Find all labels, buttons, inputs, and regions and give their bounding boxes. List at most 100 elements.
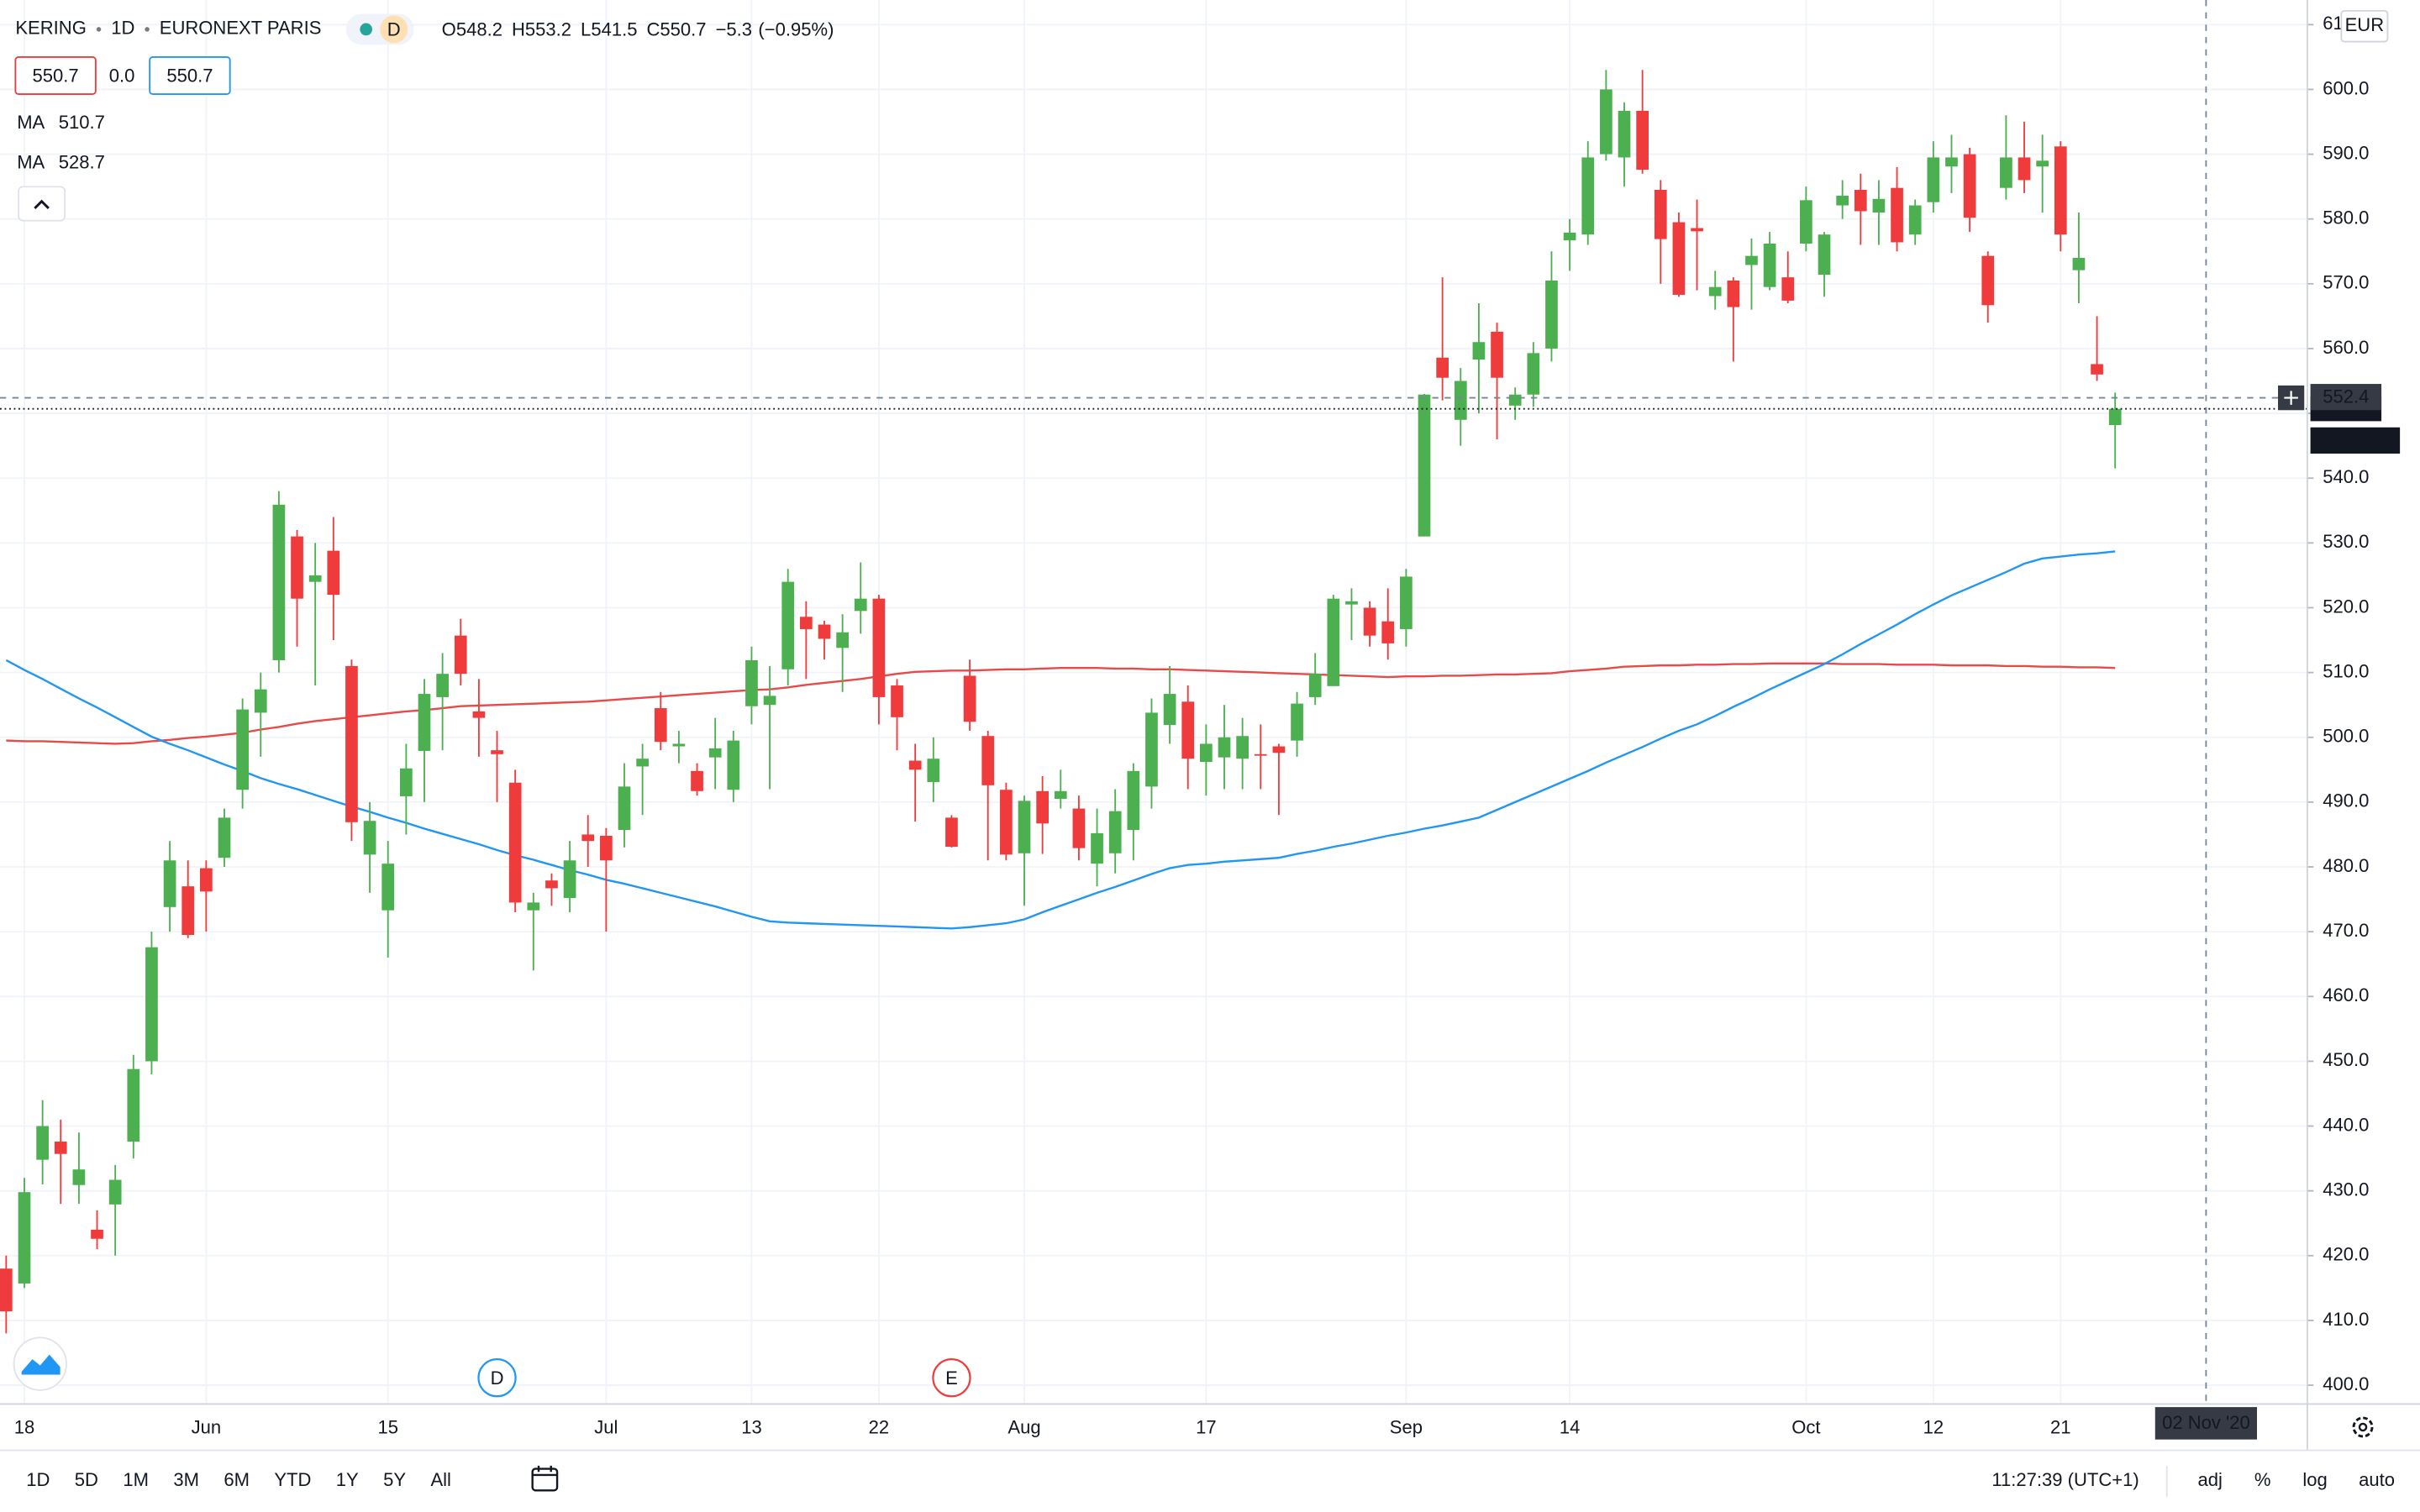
- y-tick-label: 530.0: [2323, 531, 2369, 552]
- candle-body: [418, 694, 431, 751]
- ohlc-value: 548.2: [456, 19, 502, 40]
- candle-body: [1672, 222, 1686, 295]
- x-tick-label: 17: [1196, 1417, 1217, 1438]
- candle-body: [436, 674, 449, 697]
- candle-body: [1018, 801, 1031, 853]
- change: −5.3: [716, 19, 753, 40]
- toggle[interactable]: %: [2254, 1469, 2271, 1490]
- candle-body: [1072, 808, 1086, 848]
- event-label: E: [945, 1368, 958, 1389]
- toggle[interactable]: log: [2302, 1469, 2327, 1490]
- y-tick-label: 540.0: [2323, 466, 2369, 487]
- x-tick-label: Aug: [1007, 1417, 1040, 1438]
- candle-body: [236, 709, 249, 790]
- range-button[interactable]: 5D: [75, 1469, 98, 1490]
- candle-body: [654, 708, 667, 743]
- y-tick-label: 570.0: [2323, 272, 2369, 293]
- candle-body: [1818, 234, 1831, 276]
- candle-body: [363, 821, 376, 855]
- event-marker[interactable]: [932, 1358, 971, 1398]
- x-tick-label: Jun: [192, 1417, 222, 1438]
- candle-body: [1236, 736, 1249, 759]
- range-button[interactable]: All: [430, 1469, 450, 1490]
- symbol: KERING: [15, 18, 86, 39]
- candle-body: [163, 860, 176, 907]
- price-box-value: 550.7: [166, 66, 213, 87]
- range-button[interactable]: 6M: [224, 1469, 250, 1490]
- candle-body: [1254, 753, 1267, 756]
- range-button[interactable]: 5Y: [383, 1469, 406, 1490]
- candle-body: [472, 711, 486, 718]
- candle-body: [1618, 110, 1631, 158]
- candle-body: [1381, 621, 1395, 643]
- candle-body: [1708, 286, 1722, 297]
- range-button[interactable]: 1M: [123, 1469, 149, 1490]
- y-tick-label: 480.0: [2323, 855, 2369, 876]
- candle-body: [145, 947, 158, 1062]
- candle-body: [381, 864, 395, 911]
- candle-body: [618, 786, 631, 831]
- y-tick-label: 500.0: [2323, 726, 2369, 747]
- candle-body: [1436, 357, 1449, 378]
- candle-body: [1563, 232, 1576, 241]
- candle-body: [781, 581, 795, 669]
- candle-body: [1181, 701, 1195, 759]
- candle-body: [1927, 157, 1940, 202]
- price-box[interactable]: [149, 56, 231, 95]
- y-tick-label: 600.0: [2323, 77, 2369, 98]
- event-marker[interactable]: [477, 1358, 517, 1398]
- range-button[interactable]: 3M: [173, 1469, 199, 1490]
- candle-body: [1472, 342, 1486, 360]
- spread: 0.0: [109, 66, 135, 87]
- ohlc-key: H: [512, 19, 525, 40]
- collapse-chevron: [34, 199, 50, 209]
- candle-body: [1800, 200, 1812, 244]
- logo-mark: [21, 1354, 60, 1375]
- y-tick-label: 430.0: [2323, 1179, 2369, 1200]
- candle-body: [908, 760, 922, 770]
- range-button[interactable]: 1Y: [336, 1469, 359, 1490]
- plot: [0, 0, 2307, 1404]
- candle-body: [1600, 89, 1612, 155]
- settings-icon[interactable]: [2352, 1416, 2374, 1438]
- candle-body: [1836, 195, 1849, 206]
- settings-icon-hole: [2358, 1422, 2368, 1432]
- candle-body: [1545, 280, 1558, 349]
- toggle[interactable]: auto: [2359, 1469, 2395, 1490]
- y-tick-label: 410.0: [2323, 1309, 2369, 1330]
- candle-body: [672, 743, 686, 747]
- x-tick-label: Sep: [1390, 1417, 1423, 1438]
- ohlc-value: 553.2: [525, 19, 571, 40]
- candle-body: [1654, 189, 1667, 239]
- candle-body: [1691, 228, 1703, 232]
- range-button[interactable]: 1D: [26, 1469, 50, 1490]
- crosshair-date-label: 02 Nov '20: [2162, 1412, 2250, 1433]
- toggle[interactable]: adj: [2198, 1469, 2223, 1490]
- y-tick-label: 470.0: [2323, 920, 2369, 941]
- candle-body: [1745, 255, 1758, 265]
- candle-body: [1527, 353, 1540, 395]
- y-tick-label: 400.0: [2323, 1373, 2369, 1394]
- candle-body: [108, 1179, 122, 1205]
- candle-body: [2000, 157, 2012, 188]
- candle-body: [1508, 394, 1522, 406]
- separator-dot: [145, 27, 150, 32]
- collapse-button[interactable]: [18, 186, 66, 222]
- candle-body: [1200, 743, 1213, 763]
- calendar-icon[interactable]: [531, 1467, 559, 1492]
- candle-body: [400, 768, 413, 796]
- x-tick-label: 13: [741, 1417, 762, 1438]
- range-button[interactable]: YTD: [274, 1469, 311, 1490]
- candle-body: [454, 635, 467, 675]
- y-tick-label: 510.0: [2323, 660, 2369, 681]
- candle-body: [1418, 394, 1431, 537]
- x-tick-label: 18: [14, 1417, 35, 1438]
- candle-body: [2018, 157, 2031, 181]
- change-pct: (−0.95%): [758, 19, 834, 40]
- price-box[interactable]: [14, 56, 97, 95]
- ohlc-value: 550.7: [660, 19, 706, 40]
- candle-body: [72, 1169, 86, 1185]
- candle-body: [527, 902, 540, 911]
